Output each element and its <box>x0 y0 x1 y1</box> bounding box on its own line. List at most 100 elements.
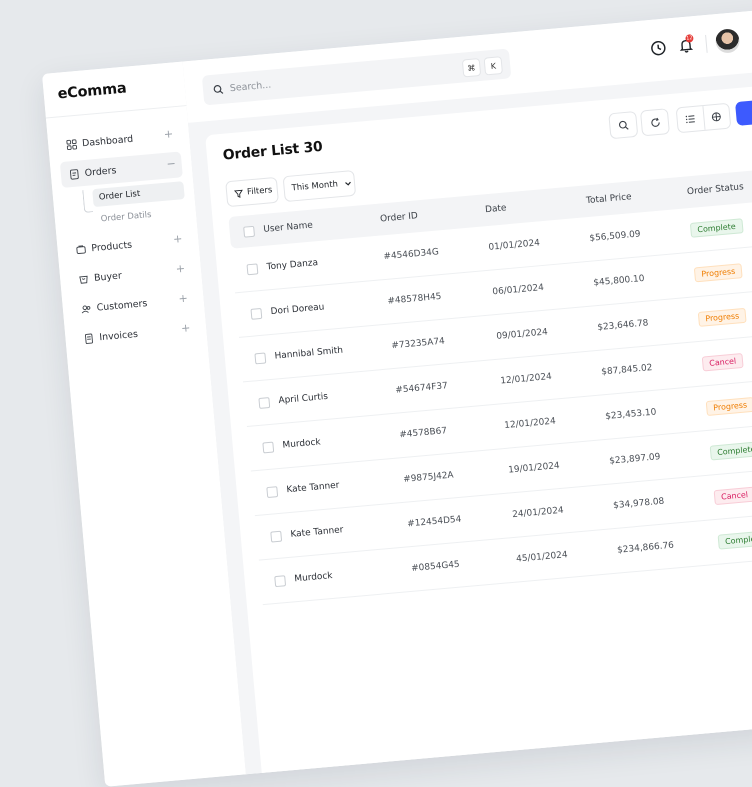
invoices-icon <box>77 332 100 345</box>
status-cell: Cancel <box>700 338 745 385</box>
total-price: $234,866.76 <box>615 524 676 573</box>
expand-icon[interactable]: + <box>173 232 183 246</box>
status-cell: Complete <box>708 426 752 474</box>
column-header-user-name[interactable]: User Name <box>262 210 314 246</box>
grid-view-button[interactable] <box>702 104 730 130</box>
total-price: $87,845.02 <box>599 346 654 394</box>
row-checkbox[interactable] <box>246 263 258 275</box>
row-checkbox[interactable] <box>250 307 262 319</box>
products-icon <box>69 243 92 256</box>
grid-icon <box>711 111 722 122</box>
collapse-icon[interactable]: − <box>166 157 176 171</box>
order-id: #4578B67 <box>397 409 448 457</box>
row-checkbox[interactable] <box>266 486 278 498</box>
search-input[interactable]: Search... ⌘ K <box>202 48 512 105</box>
total-price: $34,978.08 <box>611 480 666 528</box>
order-id: #4546D34G <box>382 230 441 278</box>
period-dropdown[interactable]: This Month <box>283 170 357 202</box>
column-header-order-status[interactable]: Order Status <box>686 171 745 208</box>
clock-icon[interactable] <box>650 40 667 57</box>
sidebar-divider <box>46 105 187 118</box>
orders-icon <box>62 168 85 181</box>
row-checkbox-cell <box>257 380 272 425</box>
order-id: #9875J42A <box>401 454 455 502</box>
customers-icon <box>74 302 97 315</box>
row-checkbox[interactable] <box>254 352 266 364</box>
row-checkbox[interactable] <box>274 575 286 587</box>
total-price: $23,897.09 <box>607 435 662 483</box>
order-id: #12454D54 <box>405 498 463 546</box>
sidebar-nav: Dashboard + Orders − Order List Order Da… <box>57 122 198 356</box>
row-checkbox[interactable] <box>270 530 282 542</box>
list-view-button[interactable] <box>677 106 704 132</box>
row-checkbox-cell <box>273 558 288 603</box>
total-price: $56,509.09 <box>588 213 643 261</box>
order-date: 45/01/2024 <box>514 533 569 581</box>
k-key: K <box>484 56 503 75</box>
order-date: 01/01/2024 <box>487 221 542 269</box>
sidebar-item-label: Products <box>91 239 133 254</box>
order-date: 06/01/2024 <box>491 266 546 314</box>
select-all-checkbox[interactable] <box>243 225 255 237</box>
sidebar-item-label: Dashboard <box>82 133 134 148</box>
orders-table: User Name Order ID Date Total Price Orde… <box>228 152 752 605</box>
status-cell: Complete <box>689 203 745 251</box>
order-id: #0854G45 <box>409 543 461 591</box>
app-window: eComma Dashboard + Orders − <box>42 0 752 787</box>
column-header-total-price[interactable]: Total Price <box>585 181 633 217</box>
avatar[interactable] <box>715 28 741 54</box>
row-checkbox-cell <box>245 247 260 292</box>
expand-icon[interactable]: + <box>181 321 191 335</box>
sidebar-subitem-order-details[interactable]: Order Datils <box>94 203 187 229</box>
row-checkbox[interactable] <box>258 397 270 409</box>
status-cell: Progress <box>696 293 748 341</box>
main-content: Order List 30 <box>188 56 752 774</box>
filters-button[interactable]: Filters <box>225 177 279 207</box>
status-badge: Cancel <box>714 486 752 504</box>
status-badge: Cancel <box>702 352 744 370</box>
refresh-button[interactable] <box>640 108 670 136</box>
refresh-icon <box>649 116 661 128</box>
order-date: 12/01/2024 <box>498 355 553 403</box>
app-stage: eComma Dashboard + Orders − <box>42 7 752 668</box>
sidebar-item-label: Orders <box>84 165 117 179</box>
search-button[interactable] <box>608 111 638 139</box>
sidebar-item-invoices[interactable]: Invoices + <box>74 316 197 352</box>
total-price: $23,453.10 <box>603 391 658 439</box>
filters-label: Filters <box>247 185 273 197</box>
row-checkbox[interactable] <box>262 441 274 453</box>
search-placeholder: Search... <box>229 79 271 94</box>
grid-icon <box>60 138 83 151</box>
period-label: This Month <box>291 179 338 193</box>
user-name: Kate Tanner <box>285 464 342 512</box>
column-header-order-id[interactable]: Order ID <box>379 200 419 235</box>
search-icon <box>617 119 629 131</box>
total-price: $45,800.10 <box>592 257 647 305</box>
status-badge: Progress <box>706 396 752 415</box>
user-name: Kate Tanner <box>289 508 346 556</box>
status-cell: Cancel <box>712 472 752 519</box>
status-badge: Complete <box>690 218 743 237</box>
expand-icon[interactable]: + <box>178 292 188 306</box>
expand-icon[interactable]: + <box>175 262 185 276</box>
status-cell: Progress <box>692 248 744 296</box>
search-icon <box>213 83 225 95</box>
column-header-date[interactable]: Date <box>484 192 508 226</box>
add-order-button[interactable] <box>735 97 752 126</box>
row-checkbox-cell <box>269 514 284 559</box>
app-logo: eComma <box>57 81 127 103</box>
status-badge: Progress <box>694 263 743 282</box>
tree-line <box>82 189 93 213</box>
orders-submenu: Order List Order Datils <box>78 181 186 230</box>
expand-icon[interactable]: + <box>163 127 173 141</box>
total-price: $23,646.78 <box>595 302 650 350</box>
user-name: Murdock <box>293 554 335 601</box>
page-title: Order List 30 <box>222 139 323 164</box>
command-key: ⌘ <box>462 58 481 77</box>
view-toggle <box>676 103 732 133</box>
user-name: Dori Doreau <box>269 286 327 334</box>
status-cell: Progress <box>704 382 752 430</box>
row-checkbox-cell <box>261 425 276 470</box>
status-cell: Complete <box>716 515 752 563</box>
status-badge: Complete <box>718 530 752 549</box>
